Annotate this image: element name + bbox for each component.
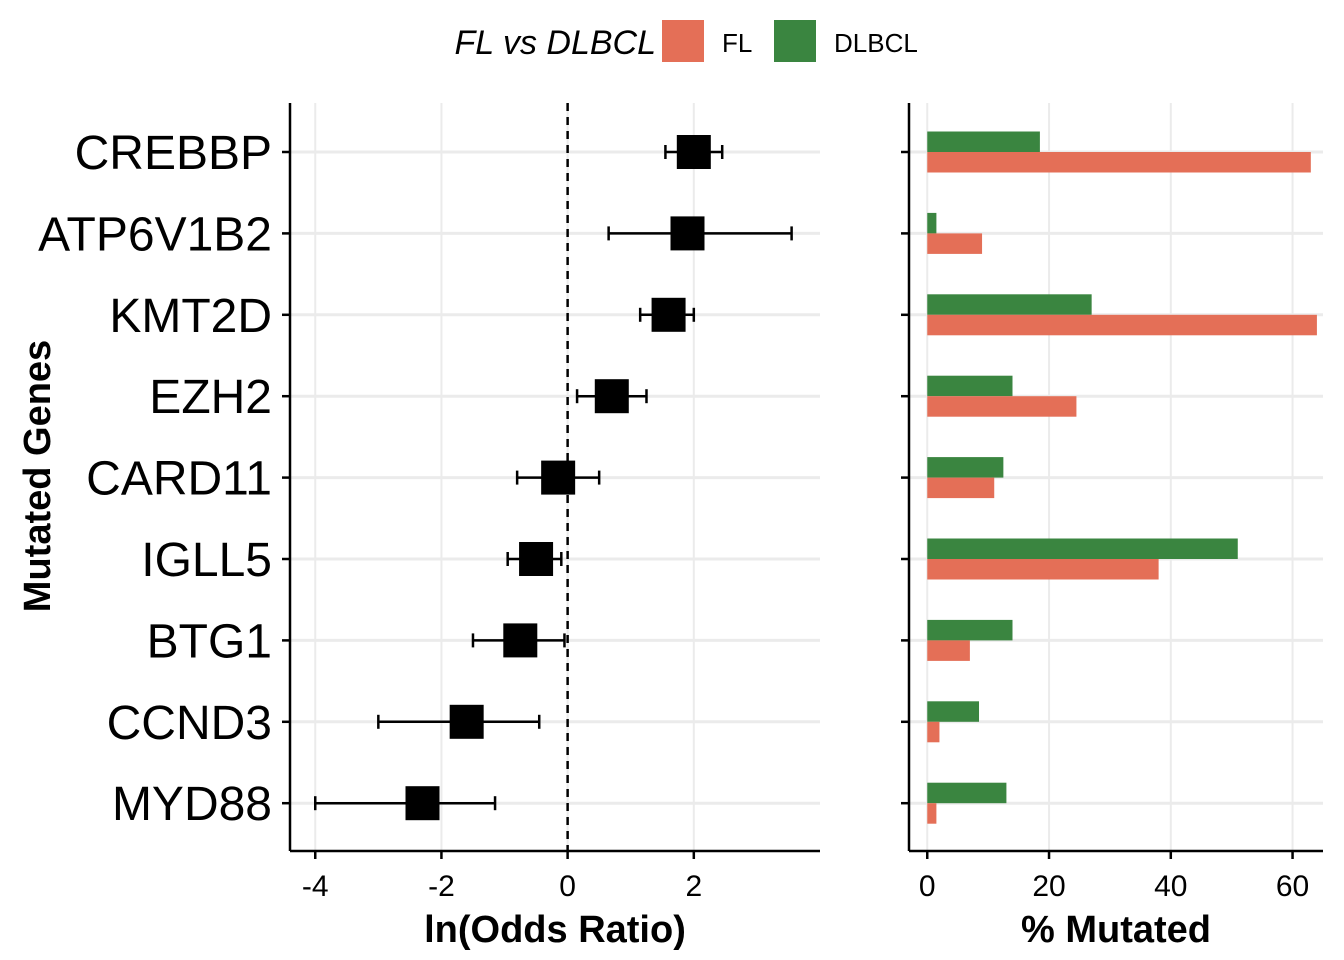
legend: FL vs DLBCL FL DLBCL <box>454 20 918 62</box>
point-estimate-atp6v1b2 <box>670 216 705 251</box>
bar-dlbcl-igll5 <box>927 538 1238 559</box>
gene-label-atp6v1b2: ATP6V1B2 <box>38 208 272 261</box>
bar-marks <box>927 131 1317 824</box>
bar-fl-igll5 <box>927 559 1159 580</box>
point-estimate-btg1 <box>503 623 538 658</box>
legend-title: FL vs DLBCL <box>454 24 656 62</box>
gene-label-card11: CARD11 <box>86 453 272 506</box>
bar-chart-panel: 0 20 40 60 % Mutated <box>901 103 1323 951</box>
point-estimate-myd88 <box>405 786 440 821</box>
point-estimate-kmt2d <box>651 297 686 332</box>
bar-fl-crebbp <box>927 152 1311 173</box>
gene-label-kmt2d: KMT2D <box>109 290 272 343</box>
bar-dlbcl-crebbp <box>927 131 1040 152</box>
bar-axes <box>901 103 1323 859</box>
bar-xtick-label-0: 0 <box>919 870 936 903</box>
gene-label-ccnd3: CCND3 <box>107 697 272 750</box>
legend-label-dlbcl: DLBCL <box>834 28 918 58</box>
gene-label-btg1: BTG1 <box>147 615 272 668</box>
bar-dlbcl-ezh2 <box>927 375 1013 397</box>
forest-axes <box>282 103 820 859</box>
point-estimate-igll5 <box>519 542 554 576</box>
bar-xtick-label-60: 60 <box>1276 870 1309 903</box>
forest-row-atp6v1b2 <box>607 216 793 251</box>
bar-dlbcl-atp6v1b2 <box>927 212 937 234</box>
forest-row-btg1 <box>471 623 566 658</box>
bar-series-fl <box>927 152 1317 824</box>
gene-label-igll5: IGLL5 <box>141 534 272 587</box>
bar-fl-card11 <box>927 477 995 499</box>
bar-fl-ccnd3 <box>927 721 940 743</box>
forest-row-ccnd3 <box>377 704 541 739</box>
legend-label-fl: FL <box>722 28 752 58</box>
bar-dlbcl-btg1 <box>927 619 1013 641</box>
gene-label-ezh2: EZH2 <box>149 371 272 424</box>
forest-row-igll5 <box>506 542 563 576</box>
forest-y-axis-title: Mutated Genes <box>17 340 59 612</box>
forest-xtick-label--2: -2 <box>428 870 455 903</box>
forest-row-card11 <box>515 460 601 495</box>
bar-fl-myd88 <box>927 803 937 824</box>
forest-xtick-label-0: 0 <box>559 870 576 903</box>
bar-dlbcl-myd88 <box>927 782 1007 804</box>
forest-y-tick-labels: CREBBP ATP6V1B2 KMT2D EZH2 CARD11 IGLL5 BTG1 CC… <box>38 127 272 831</box>
forest-x-tick-labels: -4 -2 0 2 <box>302 870 702 903</box>
gene-label-myd88: MYD88 <box>112 778 272 831</box>
bar-x-axis-title: % Mutated <box>1021 909 1211 951</box>
forest-row-ezh2 <box>575 379 648 414</box>
bar-dlbcl-ccnd3 <box>927 701 980 722</box>
bar-dlbcl-card11 <box>927 457 1004 478</box>
forest-row-myd88 <box>313 786 497 821</box>
legend-swatch-dlbcl <box>774 20 816 62</box>
forest-xtick-label-2: 2 <box>685 870 702 903</box>
bar-xtick-label-20: 20 <box>1032 870 1065 903</box>
bar-fl-btg1 <box>927 640 970 661</box>
forest-marks <box>313 135 793 821</box>
bar-fl-kmt2d <box>927 314 1317 336</box>
forest-x-axis-title: ln(Odds Ratio) <box>424 909 686 951</box>
legend-swatch-fl <box>662 20 704 62</box>
forest-plot-panel: CREBBP ATP6V1B2 KMT2D EZH2 CARD11 IGLL5 BTG1 CC… <box>17 103 820 951</box>
forest-xtick-label--4: -4 <box>302 870 329 903</box>
bar-x-tick-labels: 0 20 40 60 <box>919 870 1309 903</box>
forest-row-crebbp <box>664 135 724 169</box>
point-estimate-ccnd3 <box>449 704 484 739</box>
point-estimate-ezh2 <box>594 379 629 414</box>
forest-row-kmt2d <box>638 297 696 332</box>
bar-xtick-label-40: 40 <box>1154 870 1187 903</box>
bar-dlbcl-kmt2d <box>927 294 1092 315</box>
point-estimate-card11 <box>541 460 576 495</box>
bar-fl-atp6v1b2 <box>927 233 983 254</box>
gene-label-crebbp: CREBBP <box>75 127 272 180</box>
bar-fl-ezh2 <box>927 396 1077 417</box>
bar-series-dlbcl <box>927 131 1238 804</box>
point-estimate-crebbp <box>676 135 711 169</box>
